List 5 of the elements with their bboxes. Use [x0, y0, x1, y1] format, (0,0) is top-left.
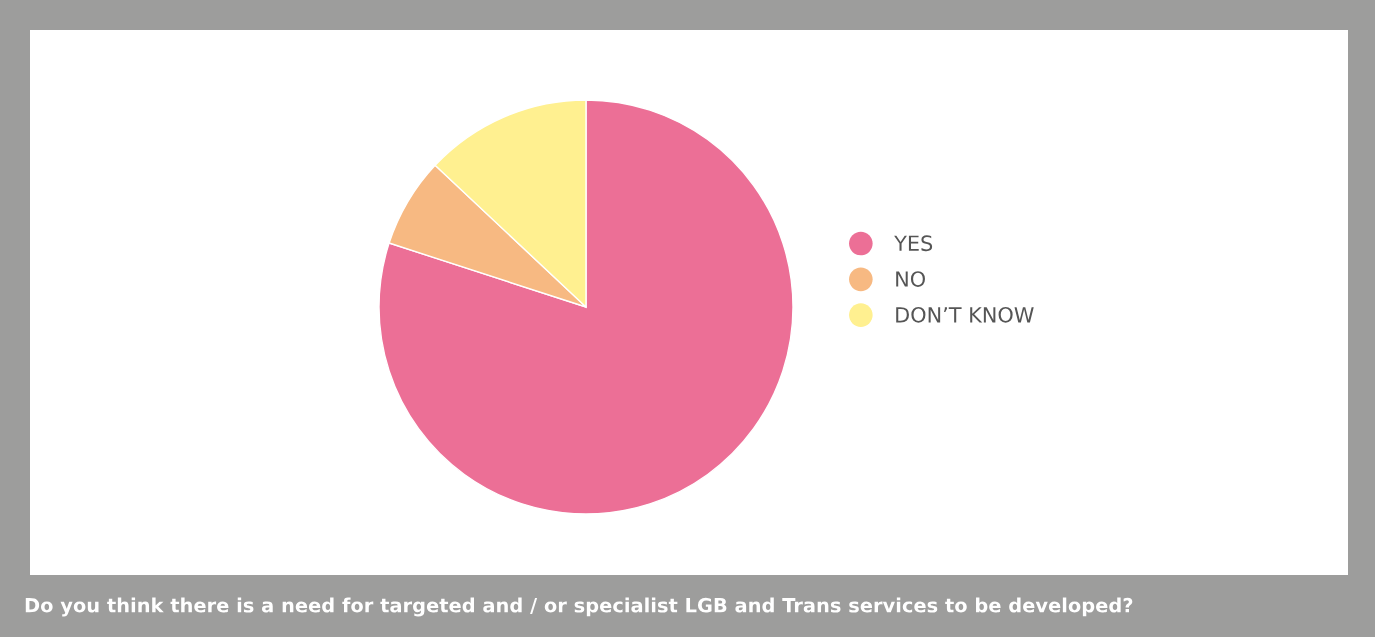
legend-label: NO: [896, 271, 925, 287]
text: Do you think there is a need for targeted and / or specialist LGB and Trans services to be developed?: [25, 597, 1133, 617]
legend-label: YES: [894, 235, 933, 252]
pie-slice: [378, 99, 794, 515]
legend-label: DON’T KNOW: [896, 306, 1034, 323]
